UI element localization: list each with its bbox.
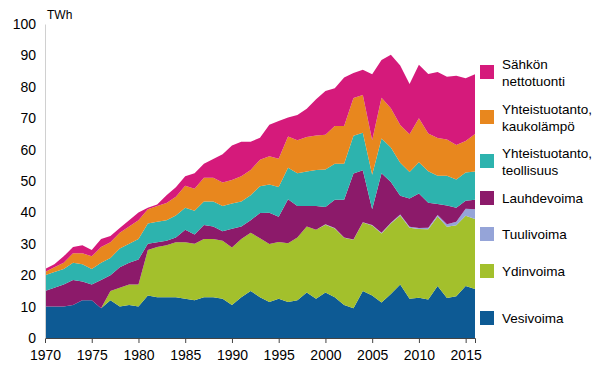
x-tick-mark <box>279 338 280 343</box>
legend-label: Tuulivoima <box>502 227 567 242</box>
legend-swatch <box>480 110 494 124</box>
x-axis: 1970 1975 1980 1985 1990 1995 2000 2005 2010 2015 <box>30 338 482 363</box>
y-tick: 10 <box>20 299 45 315</box>
legend-label-line: Yhteistuotanto, <box>502 102 592 117</box>
legend: Sähkön nettotuonti Yhteistuotanto, kaukoläm… <box>480 57 592 327</box>
x-tick-label: 2010 <box>404 347 435 363</box>
y-tick-label: 40 <box>20 204 36 220</box>
x-tick-label: 2000 <box>310 347 341 363</box>
x-tick-label: 1975 <box>77 347 108 363</box>
y-tick-label: 70 <box>20 110 36 126</box>
y-tick: 0 <box>28 330 45 346</box>
y-tick-label: 0 <box>28 330 36 346</box>
x-tick-mark <box>372 338 373 343</box>
x-tick: 1990 <box>217 338 248 363</box>
legend-label: Sähkön nettotuonti <box>502 57 565 89</box>
legend-label: Ydinvoima <box>502 264 566 279</box>
y-tick-label: 80 <box>20 79 36 95</box>
y-tick: 30 <box>20 236 45 252</box>
legend-label-line: Sähkön <box>502 57 548 72</box>
x-tick-label: 2005 <box>357 347 388 363</box>
y-axis: 0 10 20 30 40 50 60 70 80 90 100 <box>13 16 46 346</box>
x-tick-label: 1980 <box>123 347 154 363</box>
x-tick-mark <box>466 338 467 343</box>
x-tick-label: 1970 <box>30 347 61 363</box>
legend-swatch <box>480 264 494 278</box>
legend-label: Yhteistuotanto, teollisuus <box>502 146 592 178</box>
y-tick: 90 <box>20 47 45 63</box>
legend-label-line: Vesivoima <box>502 311 564 326</box>
x-tick: 1980 <box>123 338 154 363</box>
x-tick: 1995 <box>264 338 295 363</box>
y-tick-label: 20 <box>20 267 36 283</box>
y-axis-title: TWh <box>47 8 72 22</box>
x-tick: 1985 <box>170 338 201 363</box>
y-tick: 100 <box>13 16 45 32</box>
x-tick: 1975 <box>77 338 108 363</box>
y-tick: 20 <box>20 267 45 283</box>
chart: 1970197519801985199019952000200520102015… <box>0 0 615 377</box>
x-tick-mark <box>92 338 93 343</box>
y-tick-label: 100 <box>13 16 37 32</box>
legend-label-line: Yhteistuotanto, <box>502 146 592 161</box>
y-tick: 80 <box>20 79 45 95</box>
legend-label-line: Ydinvoima <box>502 264 566 279</box>
x-tick-label: 1995 <box>264 347 295 363</box>
y-tick: 50 <box>20 173 45 189</box>
legend-swatch <box>480 227 494 241</box>
legend-label-line: Tuulivoima <box>502 227 567 242</box>
x-tick-mark <box>325 338 326 343</box>
x-tick: 2015 <box>451 338 482 363</box>
x-tick: 2005 <box>357 338 388 363</box>
x-tick-mark <box>138 338 139 343</box>
legend-label-line: kaukolämpö <box>502 119 575 134</box>
x-tick-label: 1990 <box>217 347 248 363</box>
legend-swatch <box>480 311 494 325</box>
legend-label-line: teollisuus <box>502 163 559 178</box>
y-tick: 60 <box>20 142 45 158</box>
area <box>45 55 475 272</box>
legend-label: Lauhdevoima <box>502 191 584 206</box>
y-axis-line <box>45 25 46 339</box>
y-tick-label: 50 <box>20 173 36 189</box>
x-tick-mark <box>45 338 46 343</box>
x-tick-mark <box>232 338 233 343</box>
y-tick-label: 60 <box>20 142 36 158</box>
y-tick-label: 30 <box>20 236 36 252</box>
y-tick: 70 <box>20 110 45 126</box>
y-tick: 40 <box>20 204 45 220</box>
legend-label-line: nettotuonti <box>502 74 565 89</box>
legend-label-line: Lauhdevoima <box>502 191 584 206</box>
y-tick-label: 10 <box>20 299 36 315</box>
x-tick-label: 1985 <box>170 347 201 363</box>
x-tick-mark <box>185 338 186 343</box>
legend-label: Yhteistuotanto, kaukolämpö <box>502 102 592 134</box>
x-axis-line <box>46 339 476 344</box>
x-tick: 2010 <box>404 338 435 363</box>
legend-swatch <box>480 154 494 168</box>
legend-swatch <box>480 191 494 205</box>
x-tick-label: 2015 <box>451 347 482 363</box>
legend-label: Vesivoima <box>502 311 564 326</box>
plot-area <box>45 55 475 338</box>
x-tick: 2000 <box>310 338 341 363</box>
x-tick-mark <box>419 338 420 343</box>
legend-swatch <box>480 65 494 79</box>
y-tick-label: 90 <box>20 47 36 63</box>
